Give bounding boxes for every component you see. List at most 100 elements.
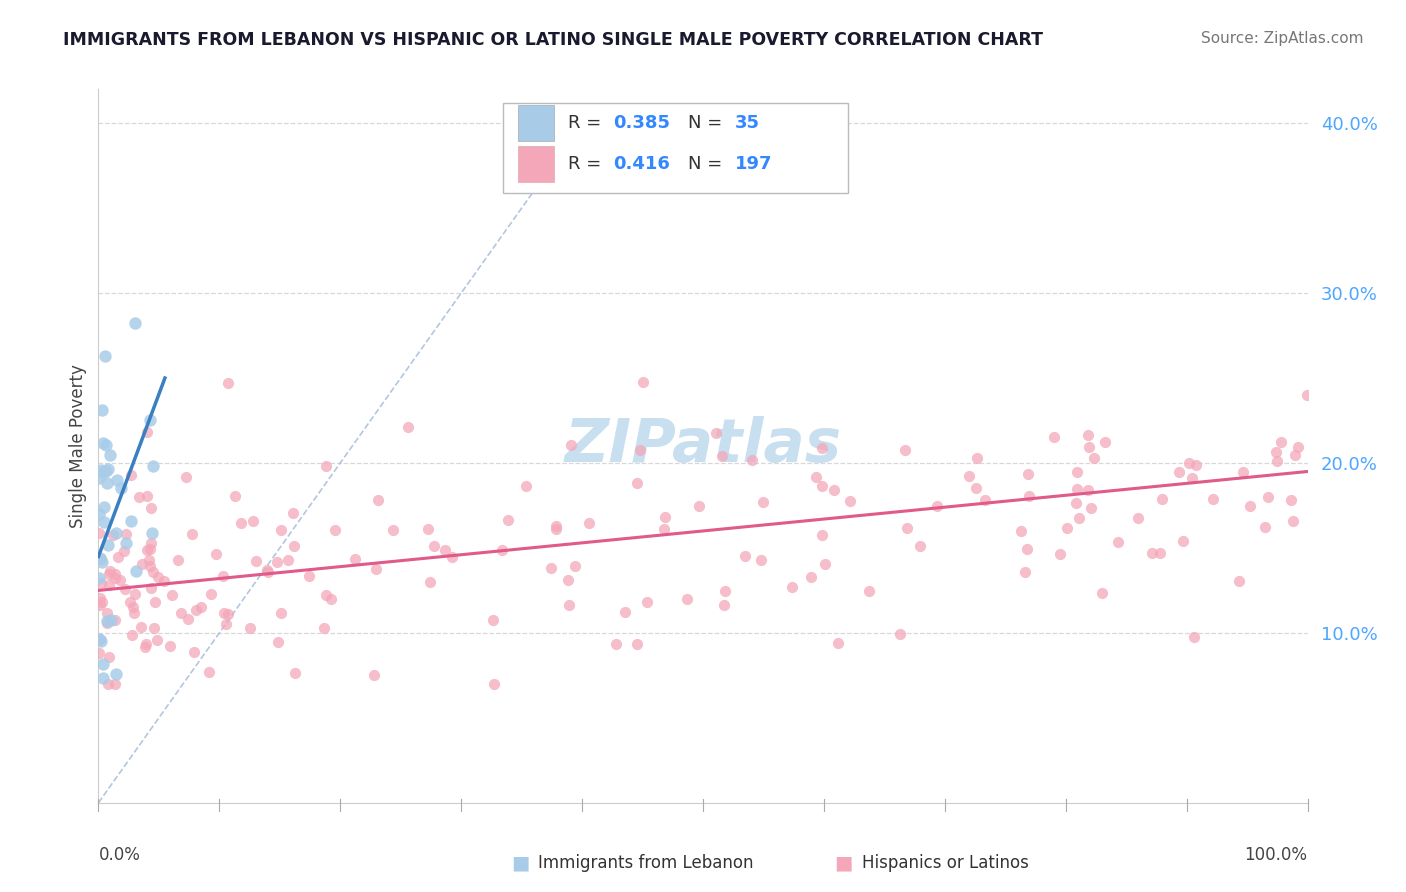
- Point: [212, 569, 235, 583]
- Point: [1149, 546, 1171, 560]
- Point: [1126, 511, 1149, 525]
- Point: [1067, 511, 1090, 525]
- Point: [1168, 466, 1191, 480]
- Point: [540, 561, 562, 575]
- Point: [811, 479, 834, 493]
- Point: [1270, 434, 1292, 449]
- Point: [800, 570, 823, 584]
- Point: [245, 554, 267, 568]
- Point: [908, 539, 931, 553]
- Point: [143, 595, 166, 609]
- Point: [614, 605, 637, 619]
- Point: [135, 543, 157, 558]
- Point: [224, 490, 246, 504]
- Point: [1286, 440, 1309, 454]
- Point: [90, 552, 112, 566]
- Point: [398, 419, 420, 434]
- Point: [804, 470, 827, 484]
- Point: [174, 470, 197, 484]
- Point: [98, 564, 121, 578]
- Point: [141, 536, 163, 550]
- Point: [281, 506, 304, 520]
- Point: [966, 450, 988, 465]
- Point: [557, 573, 579, 587]
- Text: ■: ■: [834, 854, 853, 872]
- Point: [270, 523, 292, 537]
- Point: [96, 614, 118, 628]
- Point: [105, 526, 128, 541]
- Point: [974, 493, 997, 508]
- Text: 35: 35: [734, 114, 759, 132]
- Point: [138, 559, 160, 574]
- Point: [515, 479, 537, 493]
- Point: [1018, 489, 1040, 503]
- Point: [90, 633, 112, 648]
- Point: [713, 583, 735, 598]
- Point: [160, 588, 183, 602]
- Point: [894, 442, 917, 457]
- Point: [440, 549, 463, 564]
- Point: [423, 539, 446, 553]
- Point: [97, 539, 120, 553]
- Point: [1049, 547, 1071, 561]
- Point: [110, 481, 132, 495]
- Point: [298, 568, 321, 582]
- Point: [205, 548, 228, 562]
- Point: [315, 459, 337, 474]
- Point: [143, 621, 166, 635]
- Text: IMMIGRANTS FROM LEBANON VS HISPANIC OR LATINO SINGLE MALE POVERTY CORRELATION CH: IMMIGRANTS FROM LEBANON VS HISPANIC OR L…: [63, 31, 1043, 49]
- Point: [741, 453, 763, 467]
- Point: [1056, 520, 1078, 534]
- Point: [256, 562, 278, 576]
- Point: [637, 595, 659, 609]
- Point: [198, 665, 221, 679]
- Point: [752, 494, 775, 508]
- Point: [91, 436, 114, 450]
- Point: [91, 555, 114, 569]
- Point: [1202, 491, 1225, 506]
- Point: [858, 584, 880, 599]
- Point: [180, 526, 202, 541]
- Point: [1227, 574, 1250, 588]
- Point: [814, 557, 837, 571]
- Point: [257, 566, 280, 580]
- Point: [129, 620, 152, 634]
- Point: [827, 635, 849, 649]
- Point: [628, 443, 651, 458]
- Point: [89, 551, 111, 566]
- Text: 0.0%: 0.0%: [98, 846, 141, 863]
- Point: [186, 603, 208, 617]
- Point: [1014, 565, 1036, 579]
- Point: [1254, 519, 1277, 533]
- Point: [366, 562, 388, 576]
- Point: [734, 549, 756, 563]
- Point: [90, 576, 112, 591]
- Point: [1281, 515, 1303, 529]
- Point: [810, 527, 832, 541]
- Point: [544, 518, 567, 533]
- Point: [284, 665, 307, 680]
- Text: Immigrants from Lebanon: Immigrants from Lebanon: [538, 855, 754, 872]
- Point: [1066, 465, 1088, 479]
- Point: [1182, 631, 1205, 645]
- Point: [1264, 444, 1286, 458]
- Point: [1142, 546, 1164, 560]
- Point: [811, 441, 834, 455]
- Point: [104, 613, 127, 627]
- Point: [363, 667, 385, 681]
- Point: [131, 558, 153, 572]
- Point: [434, 543, 457, 558]
- Text: Source: ZipAtlas.com: Source: ZipAtlas.com: [1201, 31, 1364, 46]
- Point: [229, 516, 252, 530]
- Point: [965, 481, 987, 495]
- Point: [120, 514, 142, 528]
- Point: [1091, 586, 1114, 600]
- Point: [170, 606, 193, 620]
- Point: [315, 588, 337, 602]
- Point: [128, 490, 150, 504]
- Point: [97, 649, 120, 664]
- Point: [142, 458, 165, 473]
- Point: [214, 606, 236, 620]
- Point: [136, 425, 159, 439]
- Point: [91, 402, 114, 417]
